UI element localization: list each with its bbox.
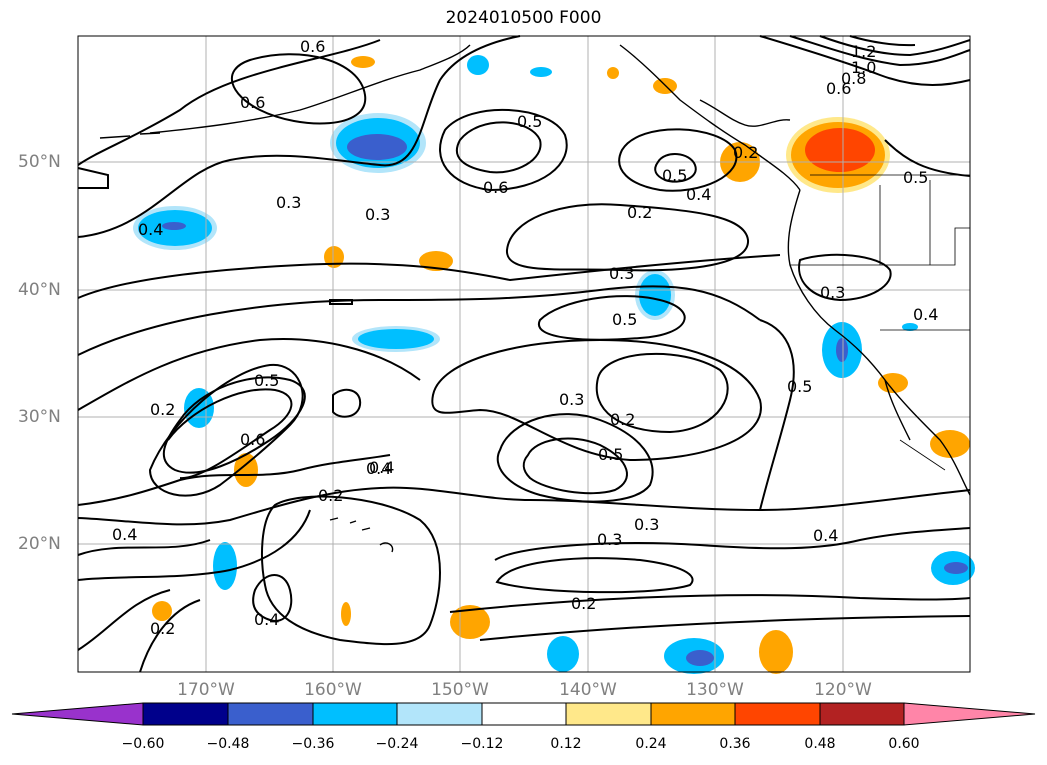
- neg-patch: [347, 134, 407, 160]
- colorbar-tick: 0.60: [888, 736, 920, 752]
- colorbar: [11, 702, 1036, 726]
- contour-label: 0.3: [634, 515, 659, 534]
- lon-label: 120°W: [814, 680, 872, 700]
- contour-label: 0.3: [597, 530, 622, 549]
- contour-label: 1.0: [851, 58, 876, 77]
- colorbar-cell: [565, 702, 652, 726]
- neg-patch: [358, 329, 434, 349]
- neg-patch: [639, 274, 671, 316]
- colorbar-tick: −0.24: [375, 736, 419, 752]
- contour-label: 0.6: [300, 37, 325, 56]
- neg-patch: [836, 338, 848, 362]
- neg-patch: [467, 55, 489, 75]
- contour-label: 0.6: [240, 93, 265, 112]
- contour-label: 0.4: [813, 526, 838, 545]
- colorbar-tick: −0.36: [291, 736, 335, 752]
- colorbar-cell: [396, 702, 483, 726]
- pos-patch: [351, 56, 375, 68]
- contour-label: 0.3: [276, 193, 301, 212]
- colorbar-cell: [819, 702, 905, 726]
- lon-label: 140°W: [559, 680, 617, 700]
- contour-label: 0.6: [240, 430, 265, 449]
- pos-patch: [607, 67, 619, 79]
- colorbar-tick: −0.60: [121, 736, 165, 752]
- lon-label: 150°W: [431, 680, 489, 700]
- contour-label: 0.3: [820, 283, 845, 302]
- map-title: 2024010500 F000: [445, 8, 602, 28]
- colorbar-tick: 0.12: [550, 736, 582, 752]
- colorbar-tick: 0.48: [804, 736, 836, 752]
- lat-label: 20°N: [18, 534, 61, 554]
- contour-label: 0.5: [612, 310, 637, 329]
- contour-label: 0.2: [318, 486, 343, 505]
- coastlines: [99, 44, 971, 553]
- contour-label: 0.4: [138, 220, 163, 239]
- neg-patch: [902, 323, 918, 331]
- contour-label: 0.3: [559, 390, 584, 409]
- contour-label: 0.2: [150, 619, 175, 638]
- borders: [790, 174, 970, 471]
- pos-patch: [341, 602, 351, 626]
- neg-patch: [547, 636, 579, 672]
- pos-patch: [152, 601, 172, 621]
- colorbar-cell: [142, 702, 229, 726]
- neg-patch: [944, 562, 968, 574]
- contour-label: 0.2: [610, 410, 635, 429]
- contour-label: 0.3: [365, 205, 390, 224]
- neg-patch: [530, 67, 552, 77]
- contour-lines: [77, 35, 971, 673]
- colorbar-cell: [734, 702, 821, 726]
- pos-patch: [419, 251, 453, 271]
- contour-label: 0.6: [483, 178, 508, 197]
- lat-label: 40°N: [18, 280, 61, 300]
- colorbar-extend-low: [11, 702, 144, 726]
- plot-frame: [77, 35, 971, 673]
- colorbar-cell: [312, 702, 398, 726]
- neg-patch: [162, 222, 186, 230]
- pos-patch: [759, 630, 793, 674]
- contour-label: 1.2: [851, 42, 876, 61]
- contour-label: 0.2: [733, 143, 758, 162]
- contour-label: 0.4: [254, 610, 279, 629]
- lat-label: 50°N: [18, 152, 61, 172]
- lat-label: 30°N: [18, 407, 61, 427]
- contour-label: 0.2: [150, 400, 175, 419]
- contour-label: 0.4: [913, 305, 938, 324]
- pos-patch: [878, 373, 908, 393]
- colorbar-extend-high: [903, 702, 1036, 726]
- contour-label: 0.3: [609, 264, 634, 283]
- contour-label: 0.8: [841, 69, 866, 88]
- contour-label: 0.4: [366, 459, 391, 478]
- contour-label: 0.5: [787, 377, 812, 396]
- lon-label: 170°W: [177, 680, 235, 700]
- lon-label: 160°W: [304, 680, 362, 700]
- contour-label: 0.4: [369, 458, 394, 477]
- colorbar-cell: [227, 702, 314, 726]
- contour-label: 0.2: [571, 594, 596, 613]
- pos-patch: [234, 453, 258, 487]
- contour-label-group: 0.6 0.3 0.4 0.6 0.5 0.6 0.5 0.4 0.2 1.2 …: [112, 37, 938, 638]
- pos-patch: [324, 246, 344, 268]
- contour-label: 0.5: [598, 445, 623, 464]
- contour-label: 0.5: [662, 166, 687, 185]
- contour-label: 0.5: [903, 168, 928, 187]
- neg-patch: [213, 542, 237, 590]
- contour-label: 0.5: [517, 112, 542, 131]
- contour-label: 0.2: [627, 203, 652, 222]
- colorbar-tick: 0.24: [635, 736, 667, 752]
- colorbar-tick: −0.48: [206, 736, 250, 752]
- contour-label: 0.4: [112, 525, 137, 544]
- contour-label: 0.5: [254, 371, 279, 390]
- neg-patch: [686, 650, 714, 666]
- pos-patch: [930, 430, 970, 458]
- lon-label: 130°W: [686, 680, 744, 700]
- contour-label: 0.4: [686, 185, 711, 204]
- contour-label: 0.6: [826, 79, 851, 98]
- colorbar-cell: [481, 702, 567, 726]
- pos-patch: [805, 128, 875, 172]
- colorbar-tick: −0.12: [460, 736, 504, 752]
- colorbar-tick: 0.36: [719, 736, 751, 752]
- colorbar-cell: [650, 702, 736, 726]
